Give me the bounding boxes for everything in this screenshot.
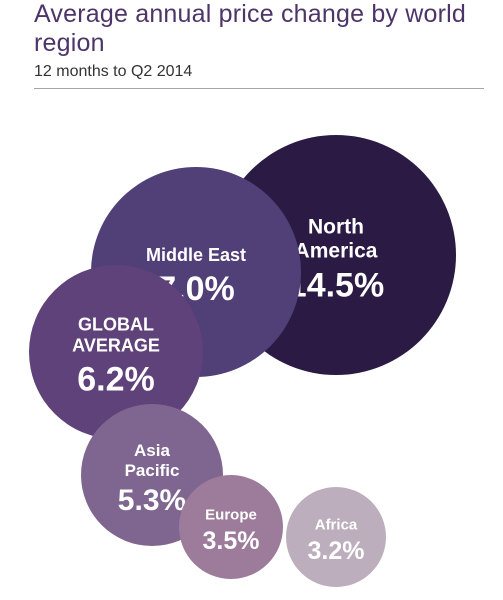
header-divider: [34, 88, 484, 89]
bubble-name-global-average-line-1: GLOBAL: [78, 315, 154, 335]
bubble-global-average: [29, 265, 203, 439]
chart-subtitle: 12 months to Q2 2014: [34, 63, 193, 80]
bubble-name-europe: Europe: [205, 506, 257, 523]
bubble-europe: [179, 475, 283, 579]
bubble-value-global-average: 6.2%: [77, 360, 155, 398]
bubble-value-europe: 3.5%: [203, 527, 260, 555]
bubble-name-africa: Africa: [315, 516, 358, 533]
bubble-name-asia-pacific-line-1: Asia: [134, 441, 170, 460]
bubble-africa: [286, 487, 386, 587]
bubble-name-global-average-line-2: AVERAGE: [72, 336, 160, 356]
bubble-name-north-america-line-1: North: [308, 216, 364, 239]
bubble-value-asia-pacific: 5.3%: [118, 484, 186, 517]
bubble-value-north-america: 14.5%: [288, 266, 384, 304]
chart-title: Average annual price change by world reg…: [34, 0, 467, 57]
bubble-name-asia-pacific-line-2: Pacific: [125, 461, 180, 480]
bubble-name-middle-east: Middle East: [146, 245, 246, 265]
bubble-name-north-america-line-2: America: [295, 240, 378, 263]
bubble-value-africa: 3.2%: [308, 537, 365, 565]
